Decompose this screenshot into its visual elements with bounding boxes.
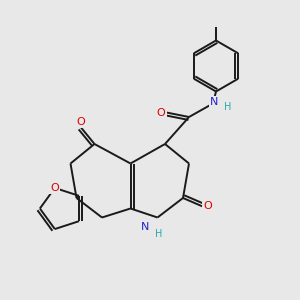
Text: H: H (224, 101, 231, 112)
Text: O: O (203, 201, 212, 212)
Text: N: N (210, 97, 219, 107)
Text: O: O (157, 107, 166, 118)
Text: O: O (50, 183, 59, 193)
Text: H: H (155, 229, 162, 239)
Text: O: O (76, 117, 85, 127)
Text: N: N (141, 222, 149, 232)
